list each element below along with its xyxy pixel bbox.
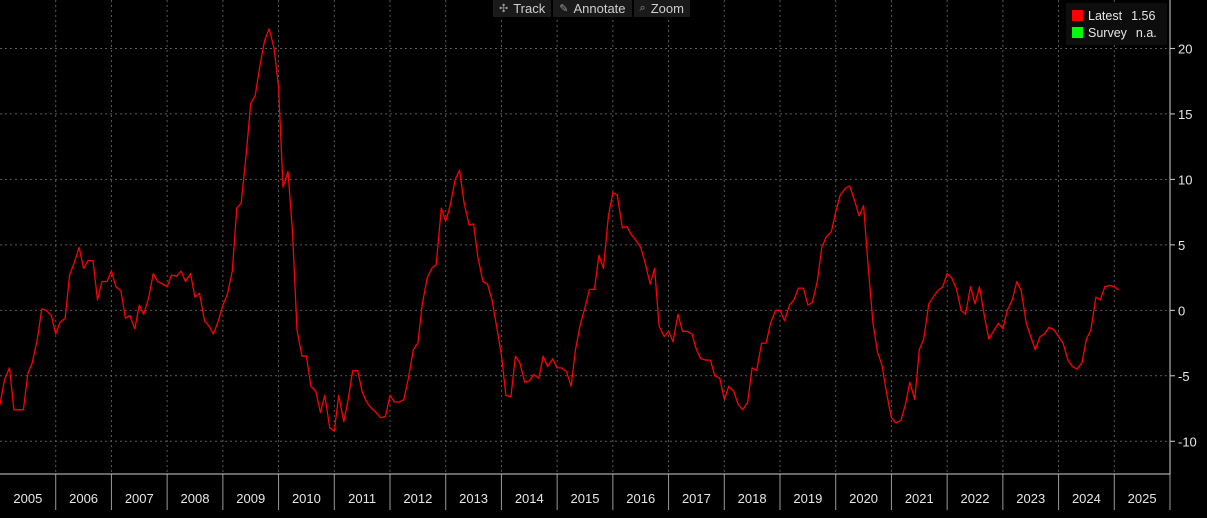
x-tick-label: 2018 (738, 491, 767, 506)
grid-lines (0, 0, 1170, 474)
track-button[interactable]: ✣ Track (493, 0, 552, 17)
series-line-latest (0, 28, 1120, 432)
x-tick-label: 2017 (682, 491, 711, 506)
x-tick-label: 2011 (348, 491, 376, 506)
y-tick-label: -10 (1178, 434, 1197, 449)
y-tick-label: 10 (1178, 172, 1192, 187)
annotate-label: Annotate (573, 1, 626, 16)
survey-value: n.a. (1135, 25, 1157, 40)
survey-swatch (1072, 27, 1083, 38)
x-tick-label: 2015 (571, 491, 600, 506)
x-tick-label: 2023 (1016, 491, 1045, 506)
x-tick-label: 2025 (1128, 491, 1157, 506)
survey-label: Survey (1088, 25, 1127, 40)
x-tick-label: 2022 (961, 491, 990, 506)
x-tick-label: 2006 (69, 491, 98, 506)
x-tick-label: 2024 (1072, 491, 1101, 506)
x-tick-label: 2010 (292, 491, 321, 506)
x-tick-label: 2013 (459, 491, 488, 506)
y-tick-label: 5 (1178, 238, 1185, 253)
legend-latest[interactable]: Latest 1.56 (1072, 7, 1161, 24)
zoom-button[interactable]: ⌕ Zoom (633, 0, 690, 17)
y-tick-label: -5 (1178, 369, 1190, 384)
crosshair-icon: ✣ (499, 3, 509, 15)
latest-swatch (1072, 10, 1083, 21)
zoom-label: Zoom (650, 1, 684, 16)
x-tick-label: 2005 (13, 491, 42, 506)
x-tick-label: 2007 (125, 491, 154, 506)
pencil-icon: ✎ (559, 3, 569, 15)
x-tick-label: 2008 (181, 491, 210, 506)
x-tick-label: 2016 (626, 491, 655, 506)
annotate-button[interactable]: ✎ Annotate (553, 0, 632, 17)
x-tick-label: 2009 (236, 491, 265, 506)
chart-toolbar: ✣ Track ✎ Annotate ⌕ Zoom (493, 0, 690, 17)
latest-value: 1.56 (1131, 8, 1156, 23)
y-axis: 20 15 10 5 0 -5 -10 (1169, 0, 1197, 474)
track-label: Track (513, 1, 546, 16)
x-tick-label: 2012 (403, 491, 432, 506)
y-tick-label: 0 (1178, 303, 1185, 318)
legend-survey[interactable]: Survey n.a. (1072, 24, 1161, 41)
y-tick-label: 20 (1178, 41, 1192, 56)
x-tick-label: 2014 (515, 491, 544, 506)
magnifier-icon: ⌕ (639, 2, 646, 14)
latest-label: Latest (1088, 8, 1123, 23)
x-tick-label: 2021 (905, 491, 934, 506)
legend: Latest 1.56 Survey n.a. (1066, 3, 1167, 45)
series-group (0, 28, 1120, 432)
x-tick-label: 2020 (849, 491, 878, 506)
x-axis: 2005 2006 2007 2008 2009 2010 2011 2012 2013 2014… (0, 473, 1171, 510)
y-tick-label: 15 (1178, 107, 1192, 122)
x-tick-label: 2019 (793, 491, 822, 506)
